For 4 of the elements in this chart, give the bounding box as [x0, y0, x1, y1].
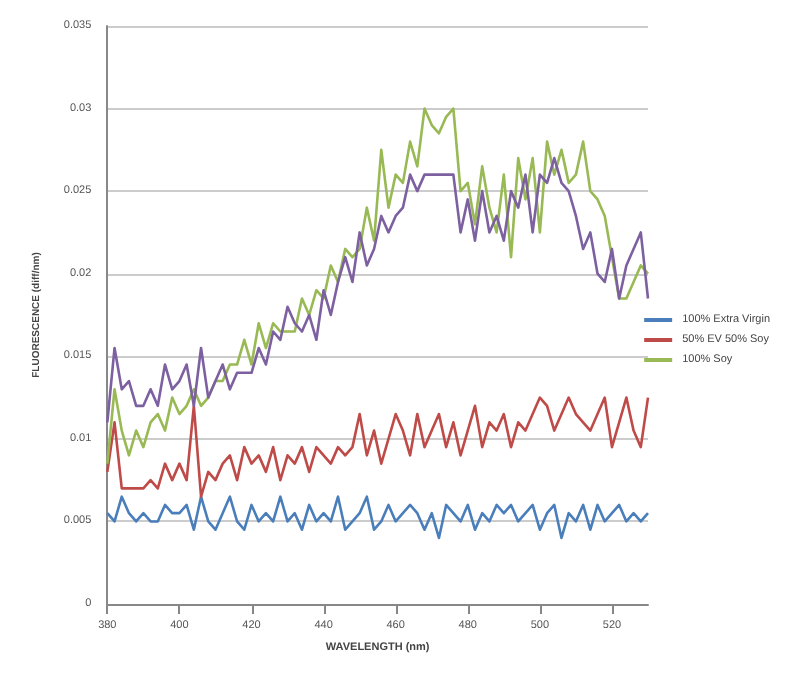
line-series [106, 495, 650, 540]
line-series [106, 107, 650, 465]
line-series [106, 396, 650, 498]
line-series [106, 156, 650, 424]
